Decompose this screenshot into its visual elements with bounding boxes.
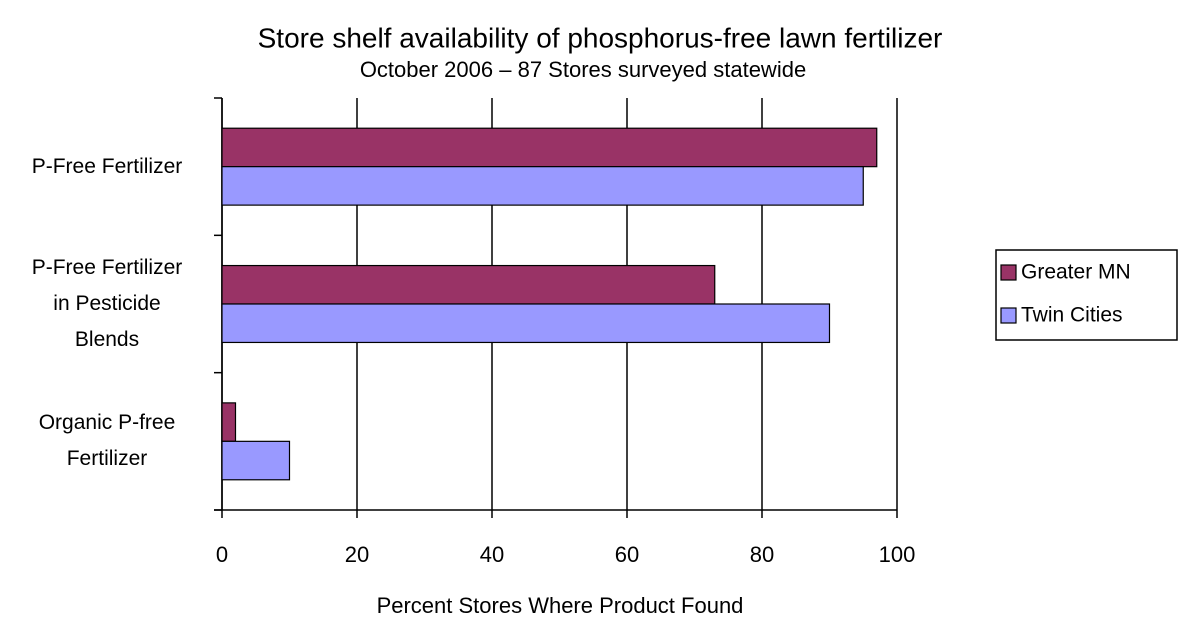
bar bbox=[221, 127, 878, 168]
legend-box bbox=[995, 249, 1178, 341]
bar bbox=[221, 402, 237, 442]
x-tick-label: 60 bbox=[615, 542, 639, 567]
y-tick-label: P-Free Fertilizer in Pesticide Blends bbox=[31, 256, 183, 351]
chart-subtitle: October 2006 – 87 Stores surveyed statew… bbox=[360, 57, 806, 82]
y-tick-label: Organic P-free Fertilizer bbox=[38, 411, 176, 471]
x-axis-label: Percent Stores Where Product Found bbox=[377, 593, 744, 618]
x-tick-label: 100 bbox=[879, 542, 916, 567]
chart-title: Store shelf availability of phosphorus-f… bbox=[258, 22, 943, 53]
x-tick-label: 0 bbox=[216, 542, 228, 567]
legend-swatch bbox=[1000, 307, 1017, 324]
bar bbox=[221, 166, 864, 206]
y-tick-label: P-Free Fertilizer bbox=[31, 154, 183, 178]
legend-swatch bbox=[1000, 264, 1017, 281]
bar bbox=[221, 303, 831, 344]
bar bbox=[221, 264, 716, 305]
x-tick-label: 80 bbox=[750, 542, 774, 567]
bar bbox=[221, 440, 291, 481]
x-tick-label: 20 bbox=[345, 542, 369, 567]
legend-label: Greater MN bbox=[1021, 261, 1131, 284]
legend-label: Twin Cities bbox=[1021, 304, 1123, 327]
x-tick-label: 40 bbox=[480, 542, 504, 567]
